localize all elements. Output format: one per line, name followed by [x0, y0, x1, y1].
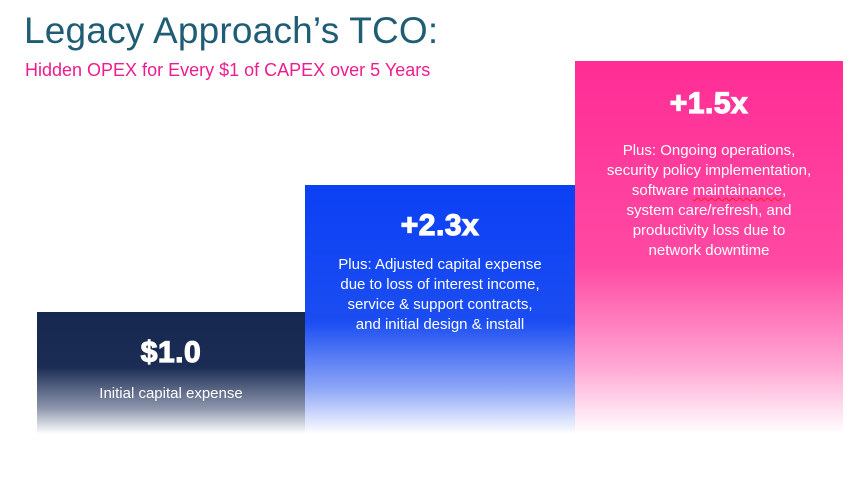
bar-description: Plus: Ongoing operations, security polic… — [575, 141, 843, 261]
bar-description-line: Plus: Adjusted capital expense — [338, 256, 542, 273]
bar-ongoing-opex: +1.5x Plus: Ongoing operations, security… — [575, 61, 843, 434]
bar-value-label: +1.5x — [669, 86, 749, 120]
bar-value-label: +2.3x — [400, 208, 480, 242]
bar-description-line: security policy implementation, — [606, 162, 812, 179]
bar-description-line: system care/refresh, and — [626, 202, 792, 219]
bar-description-line: Initial capital expense — [99, 385, 243, 402]
bar-description: Plus: Adjusted capital expense due to lo… — [305, 255, 575, 335]
bar-description: Initial capital expense — [37, 384, 305, 404]
chart-title: Legacy Approach’s TCO: — [24, 10, 439, 51]
chart-subtitle: Hidden OPEX for Every $1 of CAPEX over 5… — [25, 60, 431, 80]
bar-description-line: network downtime — [648, 242, 770, 259]
bar-capex: $1.0 Initial capital expense — [37, 312, 305, 434]
bar-description-line: Plus: Ongoing operations, — [622, 142, 796, 159]
bar-description-line: service & support contracts, — [347, 296, 533, 313]
bar-description-line: software maintainance, — [631, 182, 787, 199]
bar-adjusted-capex: +2.3x Plus: Adjusted capital expense due… — [305, 185, 575, 434]
spellcheck-word: maintainance — [692, 182, 782, 199]
bar-description-line: productivity loss due to — [632, 222, 786, 239]
bar-value-label: $1.0 — [140, 335, 202, 369]
bar-description-line: and initial design & install — [355, 316, 525, 333]
bar-description-line: due to loss of interest income, — [340, 276, 540, 293]
